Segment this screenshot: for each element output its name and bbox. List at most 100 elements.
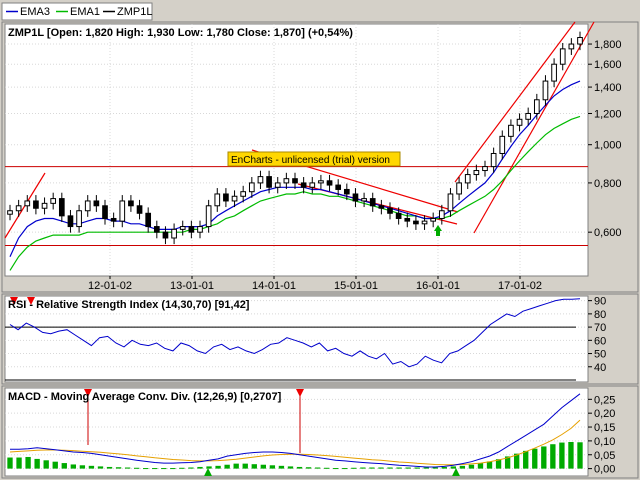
- candle-body: [58, 198, 65, 217]
- price-y-tick-label: 1,000: [594, 140, 622, 152]
- price-x-tick-label: 14-01-01: [252, 280, 296, 292]
- macd-sell-marker-icon: [84, 389, 92, 397]
- candle-body: [482, 166, 488, 172]
- rsi-panel: RSI - Relative Strength Index (14,30,70)…: [1, 293, 639, 385]
- rsi-threshold-lines: [5, 326, 576, 381]
- price-x-tick-label: 13-01-01: [170, 280, 214, 292]
- candle-body: [214, 193, 221, 207]
- price-x-axis: 12-01-02 13-01-01 14-01-01 15-01-01 16-01-01…: [88, 276, 542, 292]
- macd-buy-marker-icon: [204, 468, 212, 476]
- rsi-y-tick-label: 90: [594, 296, 606, 308]
- candle-body: [378, 205, 385, 209]
- candle-body: [318, 180, 324, 184]
- candle-body: [197, 226, 203, 233]
- candle-body: [50, 198, 57, 204]
- macd-histogram-bar: [450, 466, 457, 469]
- macd-histogram-bar: [532, 448, 538, 469]
- candle-body: [84, 200, 91, 212]
- macd-histogram-bar: [550, 444, 556, 469]
- macd-histogram-bar: [224, 464, 230, 469]
- candle-body: [387, 207, 393, 214]
- macd-histogram-bar: [378, 467, 384, 469]
- price-x-tick-label: 16-01-01: [416, 280, 460, 292]
- macd-histogram-bar: [70, 464, 77, 469]
- macd-histogram-bar: [115, 467, 122, 469]
- rsi-y-tick-label: 50: [594, 349, 606, 361]
- candle-body: [171, 228, 177, 239]
- candle-body: [473, 170, 480, 176]
- candle-body: [447, 193, 454, 212]
- price-x-tick-label: 15-01-01: [334, 280, 378, 292]
- macd-histogram-bar: [25, 456, 31, 469]
- candle-body: [559, 48, 566, 65]
- macd-histogram-bar: [143, 468, 149, 470]
- macd-histogram-bar: [495, 459, 502, 469]
- candle-body: [7, 210, 13, 215]
- macd-histogram-bar: [287, 466, 294, 469]
- macd-panel: MACD - Moving Average Conv. Div. (12,26,…: [1, 385, 639, 479]
- candle-body: [283, 178, 290, 184]
- macd-histogram-bar: [477, 463, 484, 469]
- macd-y-tick-label: 0,05: [594, 450, 615, 462]
- rsi-series: [9, 298, 581, 368]
- candle-body: [490, 152, 497, 168]
- candle-body: [240, 191, 247, 197]
- macd-histogram-bar: [260, 464, 267, 469]
- candle-body: [153, 226, 160, 233]
- candle-body: [128, 200, 134, 207]
- price-y-tick-label: 0,600: [594, 227, 622, 239]
- rsi-line: [9, 298, 581, 368]
- macd-histogram-bar: [414, 467, 420, 469]
- candle-body: [33, 200, 39, 209]
- macd-histogram-bar: [179, 467, 185, 469]
- candle-body: [248, 182, 255, 193]
- candle-body: [300, 182, 307, 188]
- macd-histogram-bar: [215, 465, 221, 469]
- candle-body: [404, 217, 411, 222]
- legend-label-zmp1l: ZMP1L: [117, 6, 152, 18]
- macd-histogram-bar: [323, 467, 330, 469]
- candle-body: [102, 205, 108, 219]
- candle-body: [456, 182, 462, 195]
- channel-line-up-upper: [454, 21, 576, 183]
- macd-histogram-bar: [523, 450, 529, 469]
- macd-histogram-bar: [305, 467, 312, 469]
- buy-signal-arrow-icon: [434, 225, 442, 236]
- macd-line: [10, 393, 581, 468]
- macd-histogram-bar: [351, 467, 357, 469]
- candle-body: [41, 202, 48, 209]
- macd-histogram-bar: [233, 463, 239, 469]
- macd-histogram-bar: [124, 467, 131, 469]
- macd-histogram-bar: [432, 467, 438, 469]
- macd-histogram-bar: [568, 442, 574, 469]
- candle-body: [188, 226, 195, 233]
- candle-body: [551, 63, 557, 82]
- macd-histogram-bar: [559, 442, 565, 469]
- macd-histogram-bar: [34, 458, 40, 469]
- candle-body: [352, 193, 359, 202]
- candle-body: [421, 220, 428, 225]
- macd-sell-marker-icon: [296, 389, 304, 397]
- macd-histogram-bar: [405, 467, 411, 469]
- candle-body: [179, 226, 186, 230]
- candle-body: [516, 118, 523, 126]
- macd-y-axis: 0,25 0,20 0,15 0,10 0,05 0,00: [588, 394, 615, 476]
- candle-body: [145, 212, 152, 228]
- macd-panel-title: MACD - Moving Average Conv. Div. (12,26,…: [8, 391, 282, 403]
- macd-y-tick-label: 0,15: [594, 422, 615, 434]
- macd-buy-marker-icon: [452, 468, 460, 476]
- candle-body: [257, 176, 264, 184]
- candle-body: [430, 217, 437, 222]
- watermark: EnCharts - unlicensed (trial) version: [227, 151, 401, 167]
- ema1-series: [9, 115, 581, 271]
- macd-histogram-bar: [43, 460, 49, 469]
- macd-histogram-bar: [360, 467, 366, 469]
- macd-histogram-bar: [152, 468, 158, 470]
- macd-histogram-bar: [314, 467, 321, 469]
- price-panel-title: ZMP1L [Open: 1,820 High: 1,930 Low: 1,78…: [8, 27, 353, 39]
- candle-body: [266, 176, 272, 188]
- price-y-tick-label: 0,800: [594, 178, 622, 190]
- rsi-y-tick-label: 60: [594, 335, 606, 347]
- price-y-axis: 1,800 1,600 1,400 1,200 1,000 0,800 0,600: [588, 39, 622, 239]
- legend: EMA3 EMA1 ZMP1L: [1, 2, 153, 21]
